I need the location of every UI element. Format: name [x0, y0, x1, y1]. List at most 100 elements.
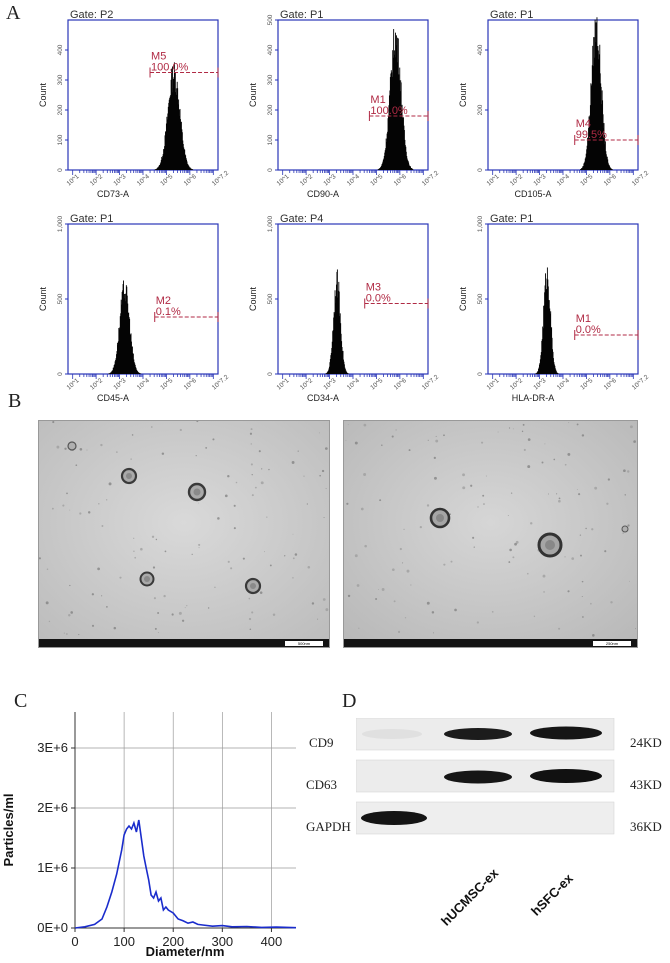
histogram-bar: [109, 373, 111, 374]
histogram-bar: [608, 165, 610, 170]
x-tick-label: 10^5: [159, 173, 174, 188]
debris-speck: [325, 488, 327, 490]
histogram-bar: [122, 290, 124, 374]
histogram-bar: [332, 331, 334, 374]
histogram-bar: [585, 157, 587, 170]
histogram-cd90-a: Gate: P1 0 100 200 300 400 500 Count 10^1 10^2 10^…: [230, 8, 445, 199]
histogram-bar: [119, 327, 121, 374]
histogram-bar: [137, 371, 139, 374]
histogram-bar: [155, 169, 157, 170]
tem-info-bar: 250nm: [344, 639, 637, 647]
debris-speck: [249, 628, 252, 631]
debris-speck: [66, 492, 68, 495]
vesicle: [244, 577, 262, 595]
histogram-bar: [537, 371, 539, 374]
histogram-bar: [553, 364, 555, 374]
histogram-bar: [155, 169, 157, 170]
histogram-bar: [546, 289, 547, 374]
debris-speck: [381, 588, 385, 591]
histogram-bar: [601, 104, 603, 170]
y-tick-label: 500: [57, 293, 64, 304]
debris-speck: [347, 594, 351, 598]
debris-speck: [527, 438, 531, 441]
debris-speck: [544, 443, 546, 445]
histogram-bar: [409, 165, 411, 170]
panel-letter-c: C: [14, 690, 28, 712]
plot-frame: [67, 223, 219, 375]
debris-speck: [195, 455, 197, 457]
debris-speck: [558, 627, 561, 630]
debris-speck: [322, 598, 326, 601]
x-tick-label: 10^3: [322, 173, 337, 188]
debris-speck: [101, 595, 103, 597]
histogram-bar: [165, 123, 167, 170]
histogram-bar: [581, 167, 583, 170]
histogram-bar: [124, 293, 125, 374]
histogram-bar: [411, 168, 413, 170]
debris-speck: [87, 511, 91, 514]
band-cd9-lane2: [444, 728, 512, 740]
histogram-cd45-a: Gate: P1 0 500 1,000 Count 10^1 10^2 10^3 10^4 10…: [20, 212, 235, 403]
histogram-bar: [390, 73, 392, 170]
histogram-bar: [345, 370, 347, 374]
band-cd63-lane3: [530, 769, 602, 783]
gate-label: Gate: P4: [280, 213, 323, 225]
x-tick-label: 10^3: [532, 377, 547, 392]
debris-speck: [582, 616, 584, 618]
debris-speck: [207, 607, 210, 609]
debris-speck: [113, 626, 117, 630]
histogram-bar: [396, 35, 397, 170]
histogram-bar: [385, 138, 387, 170]
y-tick-label: 0: [267, 168, 274, 172]
histogram-bar: [540, 352, 542, 374]
histogram-bar: [174, 72, 176, 170]
histogram-bar: [339, 316, 341, 374]
debris-speck: [397, 630, 401, 634]
histogram-bar: [596, 50, 598, 171]
histogram-bar: [590, 85, 592, 170]
histogram-cd73-a: Gate: P2 0 100 200 300 400 Count 10^1 10^2 10^3 10…: [20, 8, 235, 199]
debris-speck: [553, 458, 556, 461]
debris-speck: [227, 475, 230, 478]
histogram-bar: [167, 106, 169, 170]
histogram-bar: [163, 149, 165, 170]
debris-speck: [507, 515, 509, 516]
debris-speck: [363, 423, 367, 427]
histogram-bar: [586, 149, 588, 170]
histogram-bar: [548, 300, 550, 374]
debris-speck: [406, 569, 410, 573]
histogram-bar: [189, 167, 191, 170]
debris-speck: [462, 486, 466, 490]
vesicle: [537, 532, 563, 558]
debris-speck: [248, 617, 252, 621]
debris-speck: [154, 627, 157, 630]
histogram-bar: [384, 150, 386, 170]
x-tick-label: 10^2: [89, 377, 104, 392]
y-tick-label: 1,000: [267, 215, 274, 232]
histogram-bar: [388, 116, 389, 170]
debris-speck: [101, 525, 104, 527]
histogram-bar: [133, 359, 135, 374]
histogram-bar: [548, 299, 550, 374]
y-tick-label: 100: [267, 134, 274, 145]
debris-speck: [318, 432, 320, 434]
debris-speck: [558, 497, 561, 500]
debris-speck: [564, 556, 566, 558]
debris-speck: [181, 619, 185, 622]
histogram-bar: [411, 168, 413, 170]
histogram-bar: [188, 165, 189, 170]
debris-speck: [567, 590, 570, 593]
histogram-bar: [405, 146, 407, 170]
debris-speck: [164, 550, 167, 553]
debris-speck: [198, 547, 200, 549]
histogram-bar: [598, 59, 600, 170]
histogram-bar: [156, 168, 158, 170]
histogram-bar: [333, 317, 335, 374]
histogram-bar: [335, 302, 336, 374]
marker-percent: 0.0%: [576, 324, 601, 336]
y-tick-label: 500: [477, 293, 484, 304]
histogram-bar: [591, 84, 593, 170]
vesicle: [120, 467, 138, 485]
histogram-bar: [135, 367, 137, 374]
histogram-bar: [326, 372, 328, 374]
